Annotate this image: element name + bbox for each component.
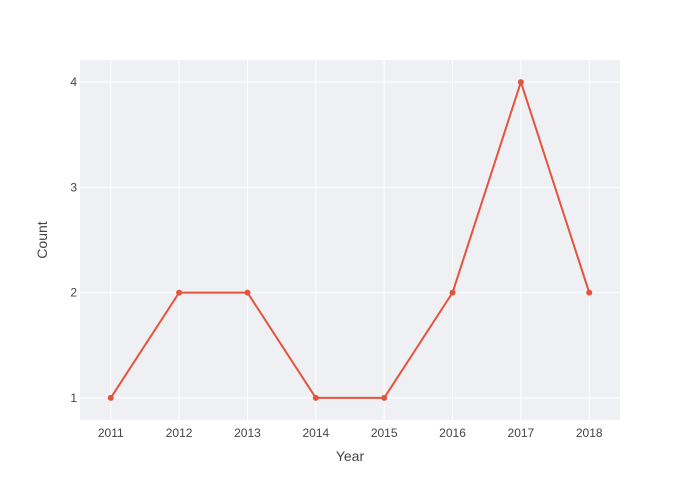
x-tick-label: 2017 [508,426,535,440]
vertical-gridlines [110,60,590,420]
x-tick-label: 2018 [576,426,603,440]
x-tick-label: 2014 [302,426,329,440]
x-tick-label: 2012 [166,426,193,440]
y-axis-ticks: 1 2 3 4 [70,75,77,405]
data-point [176,289,183,296]
data-point [312,394,319,401]
plot-area [80,60,620,420]
y-tick-label: 3 [70,180,77,194]
y-tick-label: 4 [70,75,77,89]
x-axis-title: Year [336,448,365,464]
x-tick-label: 2013 [234,426,261,440]
series-group [107,79,593,401]
y-tick-label: 2 [70,286,77,300]
x-tick-label: 2015 [371,426,398,440]
series-line [109,81,591,399]
data-point [244,289,251,296]
x-tick-label: 2016 [439,426,466,440]
data-point [517,79,524,86]
y-tick-label: 1 [70,391,77,405]
data-point [381,394,388,401]
x-axis-ticks: 2011 2012 2013 2014 2015 2016 2017 2018 [98,426,603,440]
x-tick-label: 2011 [98,426,124,440]
data-point [449,289,456,296]
data-point [107,394,114,401]
data-point [586,289,593,296]
y-axis-title: Count [34,221,50,258]
